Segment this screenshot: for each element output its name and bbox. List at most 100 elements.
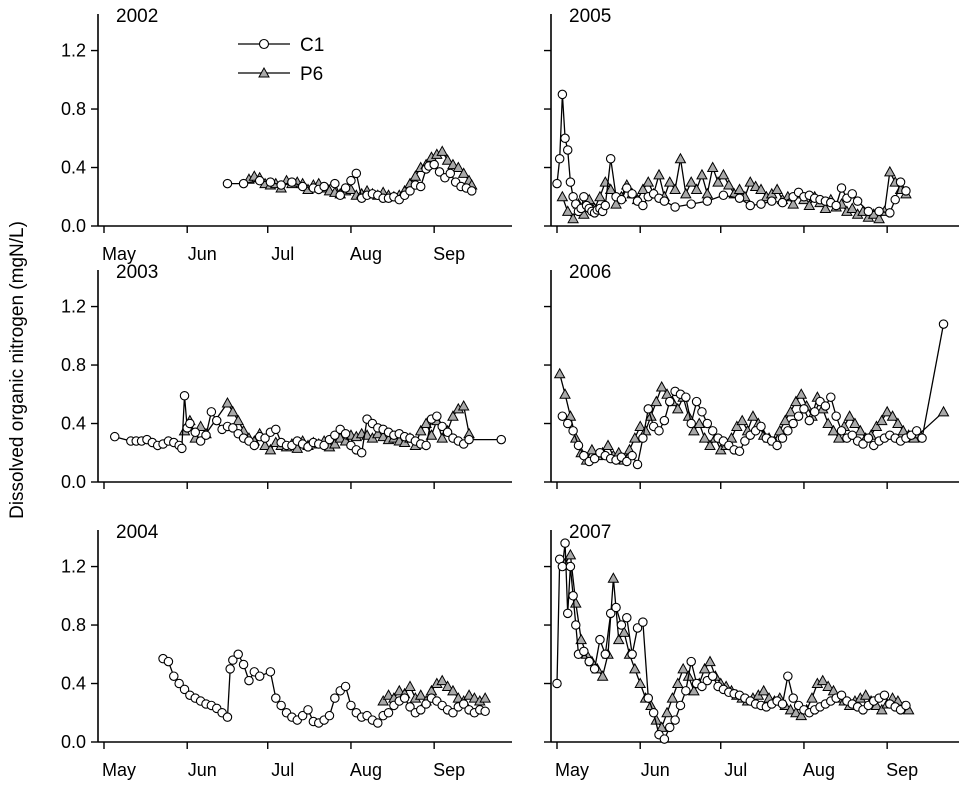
c1-point <box>783 426 793 436</box>
p6-point <box>447 158 459 170</box>
c1-point <box>589 664 600 674</box>
x-tick-label: Sep <box>433 760 465 780</box>
p6-point <box>436 145 449 156</box>
p6-point <box>650 395 663 407</box>
p6-point <box>819 202 832 213</box>
panel-title: 2003 <box>116 262 158 283</box>
p6-point <box>790 395 802 407</box>
c1-point <box>600 200 611 211</box>
c1-point <box>260 433 270 443</box>
c1-point <box>340 429 351 439</box>
y-tick-label: 1.2 <box>61 557 86 577</box>
p6-point <box>607 572 620 583</box>
c1-point <box>571 620 581 630</box>
c1-point <box>432 411 442 421</box>
p6-point <box>264 443 277 455</box>
c1-point <box>222 178 233 189</box>
p6-point <box>744 176 757 187</box>
p6-point <box>679 187 692 199</box>
x-tick-label: Jul <box>724 760 747 780</box>
c1-point <box>836 183 847 193</box>
c1-point <box>809 407 820 417</box>
p6-point <box>642 176 655 187</box>
legend-marker-c1 <box>258 38 270 50</box>
c1-point <box>297 181 308 192</box>
c1-point <box>254 175 265 186</box>
p6-point <box>479 692 492 703</box>
c1-point <box>340 681 351 692</box>
c1-point <box>557 89 568 100</box>
c1-point <box>605 608 616 619</box>
c1-point <box>579 646 589 657</box>
c1-point <box>831 411 841 421</box>
c1-point <box>740 436 750 446</box>
c1-point <box>330 693 340 703</box>
panel-2007: May Jun Jul Aug Sep 2007 <box>544 522 959 780</box>
p6-point <box>655 380 668 392</box>
c1-point <box>632 459 643 470</box>
c1-point <box>847 430 858 440</box>
p6-point <box>404 680 416 691</box>
c1-point <box>611 602 621 613</box>
c1-point <box>686 656 696 667</box>
c1-point <box>670 202 680 212</box>
p6-point <box>393 684 406 696</box>
p6-point <box>736 414 749 426</box>
p6-point <box>698 662 711 674</box>
p6-point <box>674 152 687 164</box>
c1-point <box>895 177 906 187</box>
c1-point <box>562 608 573 619</box>
c1-point <box>562 418 573 429</box>
p6-point <box>787 198 800 209</box>
p6-point <box>870 420 883 431</box>
c1-point <box>373 718 383 728</box>
p6-point <box>602 439 614 450</box>
c1-point <box>448 708 458 718</box>
panel-2005: 2005 <box>544 6 959 233</box>
c1-point <box>222 712 233 722</box>
c1-point <box>356 448 367 458</box>
p6-point <box>892 417 904 429</box>
legend-label-p6: P6 <box>300 64 323 85</box>
c1-point <box>399 693 410 703</box>
c1-point <box>718 190 729 201</box>
p6-point <box>795 388 808 399</box>
p6-point <box>377 430 390 442</box>
c1-point <box>681 686 691 696</box>
c1-point <box>287 177 297 187</box>
p6-point <box>452 692 465 703</box>
c1-point <box>836 690 847 700</box>
c1-point <box>185 418 195 429</box>
c1-point <box>565 177 576 187</box>
p6-point <box>717 168 730 180</box>
panel-title: 2007 <box>569 522 611 543</box>
c1-point <box>772 440 782 451</box>
c1-point <box>179 684 190 695</box>
p6-point <box>747 410 759 421</box>
p6-point <box>447 410 459 421</box>
p6-point <box>634 420 647 431</box>
c1-point <box>565 561 576 572</box>
c1-point <box>434 167 445 177</box>
p6-point <box>816 674 829 686</box>
c1-point <box>557 561 568 572</box>
c1-point <box>351 168 362 179</box>
c1-point <box>638 200 648 211</box>
p6-point <box>806 692 818 703</box>
c1-point <box>552 678 562 689</box>
p6-point <box>436 674 449 686</box>
p6-point <box>733 183 746 194</box>
c1-point <box>681 392 691 402</box>
c1-point <box>745 200 756 211</box>
p6-point <box>859 689 872 700</box>
c1-point <box>799 404 809 414</box>
c1-point <box>179 390 190 401</box>
p6-point <box>414 424 427 436</box>
c1-point <box>211 415 222 426</box>
c1-point <box>228 655 238 665</box>
c1-point <box>562 145 573 155</box>
c1-point <box>627 649 637 660</box>
c1-point <box>627 450 637 461</box>
c1-point <box>901 186 911 196</box>
